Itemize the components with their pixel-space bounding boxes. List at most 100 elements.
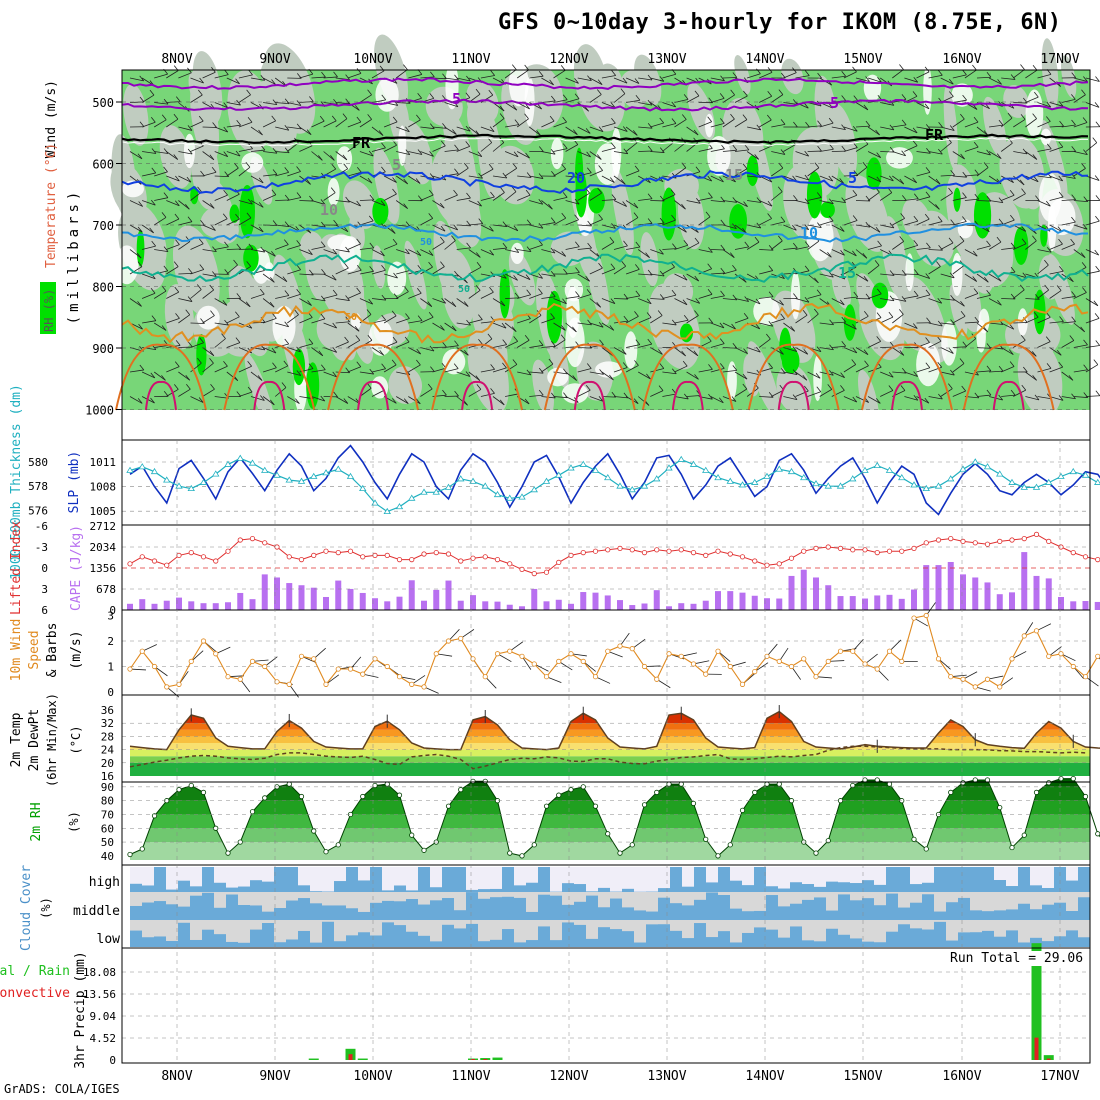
wind-barb	[819, 347, 834, 351]
wind-barb	[1061, 175, 1076, 179]
wind-barb-flag	[962, 341, 968, 348]
wind-barb-flag	[804, 385, 809, 392]
thickness-marker	[604, 473, 612, 481]
wind-barb-flag	[768, 321, 774, 327]
wind-barb-flag	[829, 319, 834, 326]
wind-barb-flag	[417, 149, 423, 155]
wind-barb	[383, 175, 397, 183]
wind-barb-flag	[852, 66, 857, 73]
wind-speed-marker	[286, 681, 292, 687]
wind-barb	[964, 321, 979, 324]
wind-barb-flag	[476, 261, 482, 268]
wind-barb	[650, 298, 665, 300]
wind-barb-flag	[512, 104, 518, 111]
wind-speed-marker	[788, 663, 795, 670]
wind-barb-flag	[973, 288, 979, 294]
wind-barb-flag	[526, 219, 532, 225]
wind-barb-flag	[333, 391, 338, 398]
wind-barb-flag	[356, 200, 361, 207]
cloud-middle-bar	[358, 911, 370, 920]
wind-barb	[238, 94, 251, 103]
wind-barb	[928, 266, 941, 275]
wind-barb-flag	[719, 338, 725, 344]
wind-barb-flag	[611, 118, 616, 124]
wind-barb	[359, 94, 372, 103]
cloud-low-bar	[298, 930, 310, 947]
wind-barb-flag	[525, 274, 531, 280]
wind-barb-10m	[876, 668, 889, 681]
cape-bar	[543, 601, 550, 610]
wind-barb	[468, 200, 482, 207]
wind-barb-flag	[417, 93, 422, 99]
wind-barb-flag	[1032, 235, 1037, 242]
wind-barb	[904, 198, 919, 201]
rh-dry-patch	[372, 245, 386, 289]
wind-barb	[1001, 394, 1016, 397]
wind-barb	[722, 298, 737, 301]
wind-barb-flag	[440, 236, 445, 243]
wind-speed-marker	[543, 674, 550, 680]
wind-barb-flag	[1045, 336, 1051, 342]
cloud-low-bar	[562, 922, 574, 947]
cloud-low-bar	[262, 923, 274, 947]
thickness-marker	[665, 464, 673, 471]
wind-speed-marker	[948, 674, 954, 680]
cape-bar	[310, 587, 317, 610]
wind-barb	[541, 151, 556, 155]
wind-barb-flag	[514, 292, 520, 299]
wind-barb-flag	[1019, 179, 1025, 186]
wind-barb	[335, 341, 349, 348]
cape-bar	[457, 600, 464, 610]
lifted-tick-label: 3	[41, 583, 48, 596]
rh-marker	[507, 850, 513, 856]
wind-barb-10m	[558, 661, 573, 671]
wind-barb	[214, 298, 228, 306]
rh-marker	[1009, 844, 1015, 851]
wind-barb	[698, 268, 712, 275]
wind-barb-flag	[959, 235, 965, 242]
cloud-middle-bar	[166, 904, 178, 920]
cloud-high-bar	[478, 889, 490, 892]
wind-barb	[783, 371, 798, 375]
wind-barb-flag	[974, 316, 980, 323]
wind-barb	[202, 362, 214, 373]
wind-barb	[819, 273, 834, 278]
wind-barb-flag	[525, 189, 531, 196]
wind-speed-marker	[1070, 663, 1076, 670]
wind-barb-10m	[1048, 646, 1062, 657]
wind-barb	[456, 145, 470, 152]
temp-ylabel-4: (°C)	[69, 726, 83, 755]
wind-barb	[783, 224, 797, 231]
wind-barb	[166, 200, 180, 207]
wind-barb	[238, 121, 253, 128]
wind-barb-flag	[235, 311, 240, 318]
wind-barb	[311, 298, 326, 302]
wind-barb-flag	[889, 124, 895, 131]
wind-barb-flag	[1093, 300, 1099, 306]
wind-barb	[226, 124, 241, 128]
cape-bar	[1082, 601, 1089, 610]
wind-barb	[686, 298, 700, 304]
wind-barb	[420, 151, 434, 157]
lifted-index-marker	[151, 558, 158, 564]
cloud-high-bar	[910, 884, 922, 892]
cloud-high-bar	[886, 867, 898, 892]
wind-barb	[1049, 366, 1063, 373]
wind-barb	[1049, 196, 1064, 201]
wind-barb-flag	[635, 290, 641, 297]
wind-barb-flag	[768, 291, 774, 298]
wind-barb	[577, 126, 591, 134]
cloud-high-bar	[946, 867, 958, 892]
wind-barb	[613, 298, 629, 300]
wind-barb-flag	[938, 122, 943, 128]
cloud-middle-bar	[646, 911, 658, 920]
wind-barb-flag	[901, 296, 907, 302]
wind-barb	[892, 175, 904, 185]
wind-barb	[577, 368, 592, 373]
lifted-index-marker	[874, 549, 880, 556]
wind-barb	[347, 396, 361, 405]
precip-tick-label: 13.56	[83, 988, 116, 1001]
wind-barb-10m	[423, 686, 439, 694]
wind-barb	[686, 273, 699, 282]
wind-barb	[722, 347, 737, 349]
